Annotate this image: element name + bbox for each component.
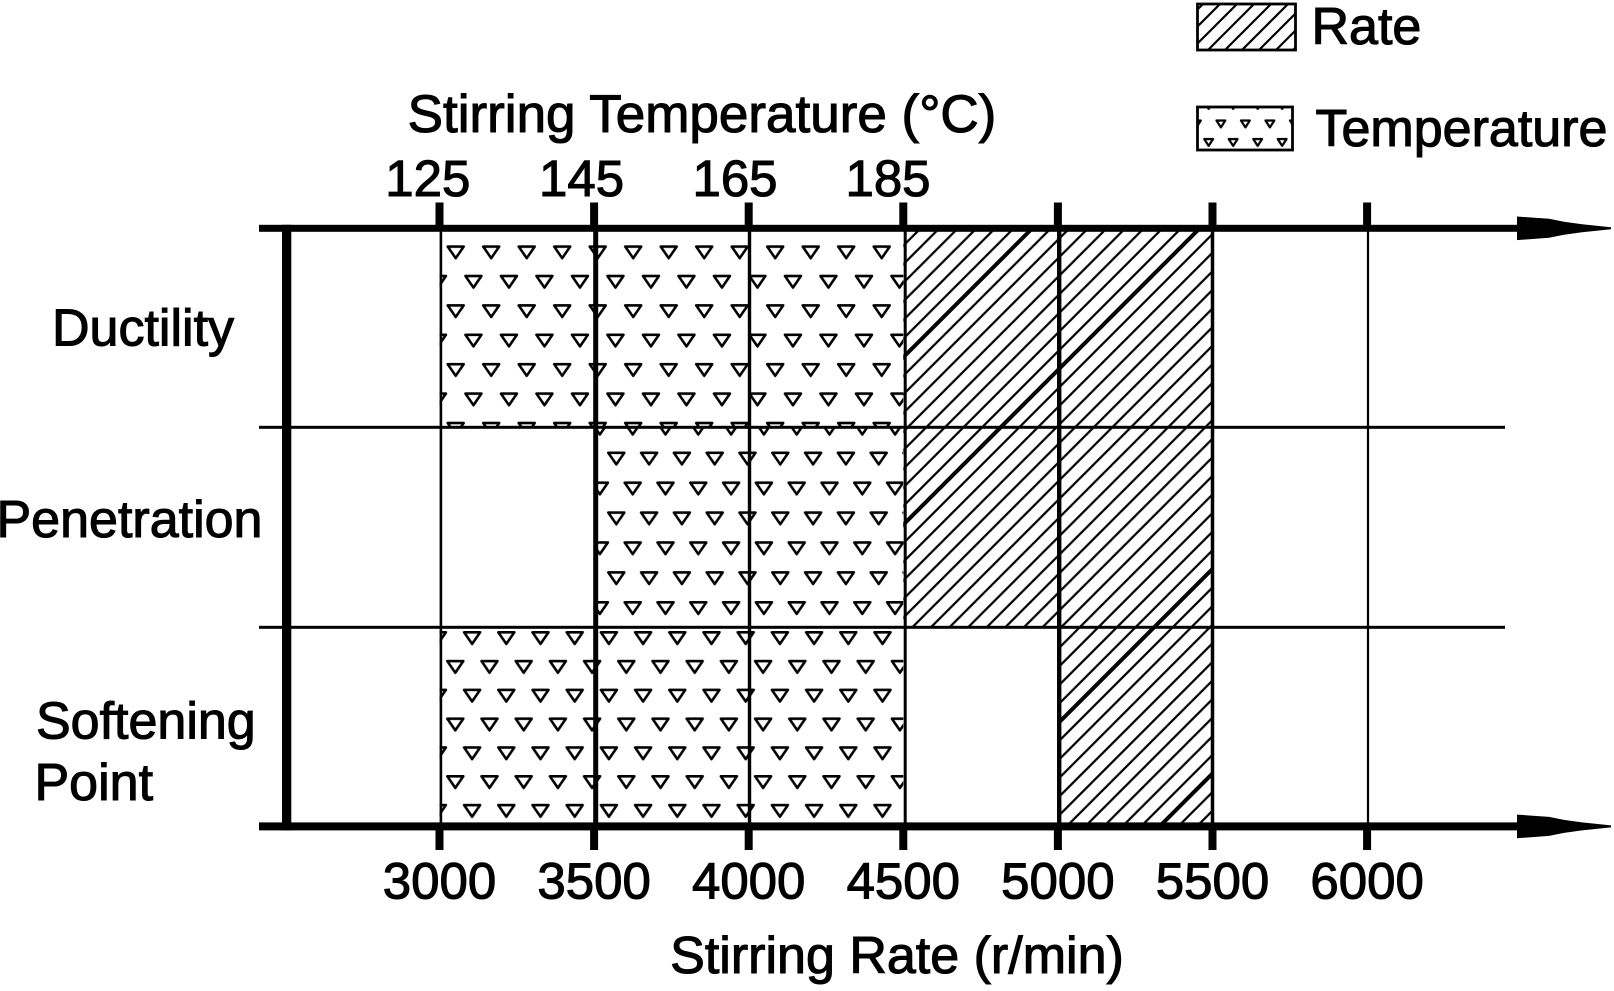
svg-text:Temperature: Temperature	[1316, 100, 1608, 158]
svg-text:Ductility: Ductility	[52, 299, 234, 357]
svg-text:125: 125	[385, 150, 470, 207]
svg-text:Rate: Rate	[1312, 0, 1422, 56]
svg-text:Softening: Softening	[36, 693, 256, 751]
svg-text:145: 145	[539, 150, 624, 207]
svg-text:4500: 4500	[847, 853, 960, 910]
svg-text:5500: 5500	[1156, 853, 1269, 910]
svg-text:5000: 5000	[1001, 853, 1114, 910]
svg-text:6000: 6000	[1310, 853, 1423, 910]
svg-text:3500: 3500	[537, 853, 650, 910]
svg-text:165: 165	[692, 150, 777, 207]
svg-text:3000: 3000	[383, 853, 496, 910]
svg-text:Penetration: Penetration	[0, 491, 262, 549]
svg-text:4000: 4000	[692, 853, 805, 910]
svg-text:Stirring Temperature (°C): Stirring Temperature (°C)	[408, 85, 997, 144]
svg-text:Stirring Rate (r/min): Stirring Rate (r/min)	[670, 927, 1124, 985]
svg-text:185: 185	[845, 150, 930, 207]
svg-text:Point: Point	[35, 754, 154, 812]
